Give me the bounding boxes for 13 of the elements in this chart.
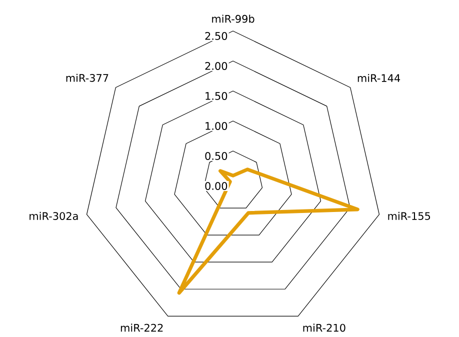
y-tick-label: 0.00 xyxy=(205,182,228,190)
spoke-label: miR-144 xyxy=(358,74,400,82)
spoke-label: miR-155 xyxy=(388,212,430,220)
y-tick-label: 1.50 xyxy=(206,92,228,100)
spoke-label: miR-99b xyxy=(212,14,254,23)
spoke-label: miR-302a xyxy=(30,212,78,220)
y-tick-label: 1.00 xyxy=(206,122,228,130)
y-tick-label: 2.00 xyxy=(205,62,228,70)
spoke-label: miR-210 xyxy=(303,324,346,332)
y-tick-label: 0.50 xyxy=(205,152,228,160)
spoke-label: miR-377 xyxy=(66,74,108,82)
spoke-label: miR-222 xyxy=(120,324,163,332)
y-tick-label: 2.50 xyxy=(205,32,228,40)
